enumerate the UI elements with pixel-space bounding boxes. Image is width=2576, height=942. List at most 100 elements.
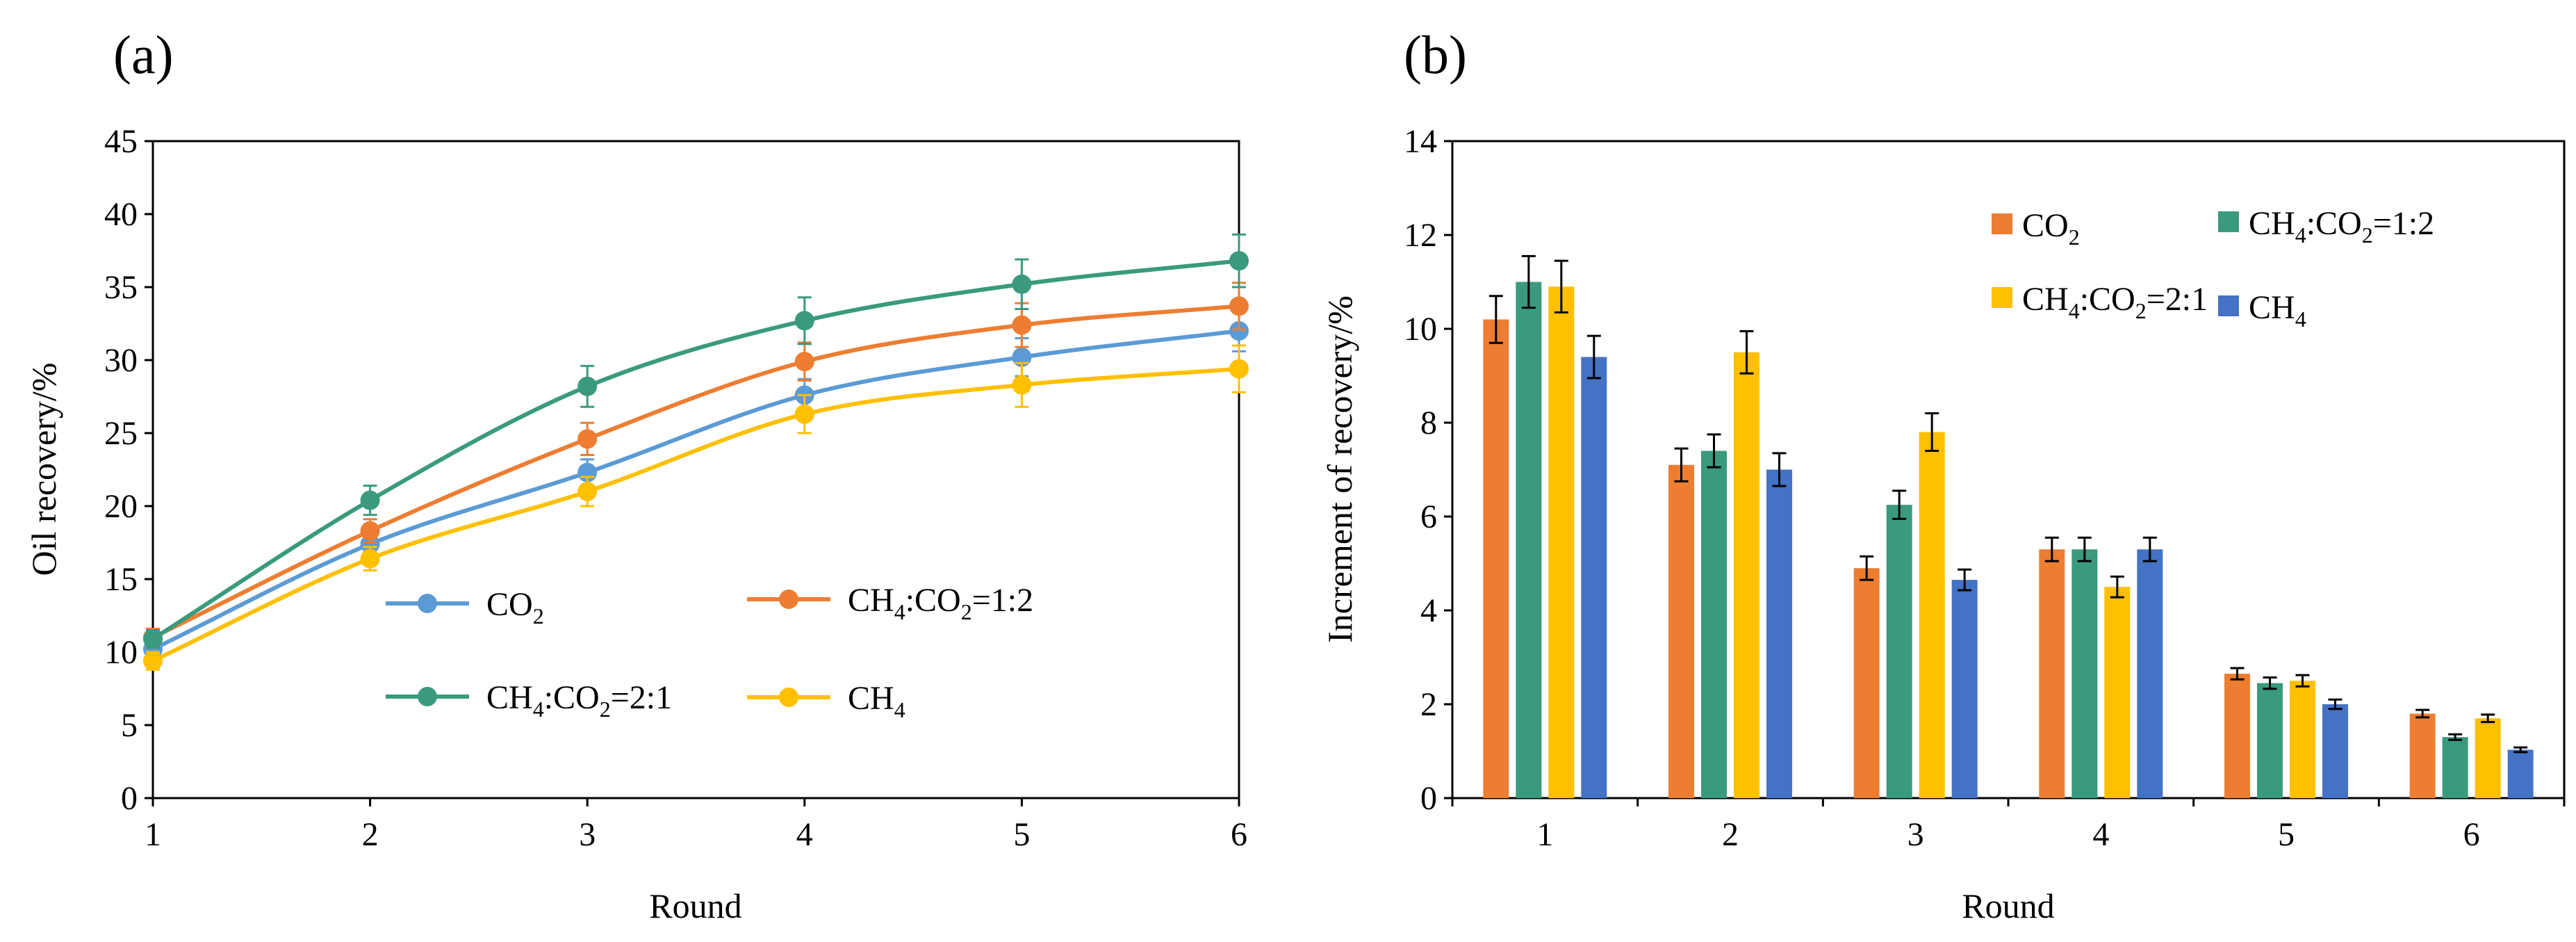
b-x-tick-label: 4 <box>2092 816 2109 853</box>
panel-b-series <box>1483 254 2534 798</box>
b-bar <box>2475 718 2501 798</box>
a-y-tick-label: 20 <box>104 488 138 525</box>
legend-a-co2-marker <box>418 594 437 613</box>
a-y-tick-label: 45 <box>104 123 138 160</box>
panel-a-x-axis-title: Round <box>649 886 741 925</box>
a-series-line <box>151 259 1240 641</box>
b-y-tick-label: 4 <box>1420 592 1437 629</box>
a-data-point <box>1229 359 1249 379</box>
legend-b-co2: CO2 <box>1992 207 2080 250</box>
legend-b-ch4-co2-1-2-swatch <box>2218 211 2239 232</box>
a-x-tick-label: 3 <box>579 816 596 853</box>
a-y-tick-label: 5 <box>121 707 138 744</box>
a-y-tick-label: 35 <box>104 269 138 306</box>
panel-b-y-axis-title: Increment of recovery/% <box>1320 295 1359 643</box>
a-data-point <box>1012 375 1032 395</box>
a-data-point <box>143 651 163 671</box>
a-data-point <box>577 482 598 501</box>
a-y-tick-label: 10 <box>104 634 138 671</box>
a-y-tick-label: 0 <box>121 780 138 817</box>
a-data-point <box>360 521 380 541</box>
a-data-point <box>1229 321 1249 341</box>
a-x-tick-label: 2 <box>362 816 379 853</box>
b-bar <box>1951 580 1978 798</box>
a-series-ch4-co2-1-2 <box>143 282 1249 648</box>
b-bar <box>2104 587 2131 798</box>
panel-a-plot-area <box>151 140 1240 799</box>
a-series-co2 <box>143 309 1249 659</box>
a-data-point <box>794 311 814 331</box>
b-y-tick-label: 14 <box>1404 123 1437 160</box>
a-data-point <box>1229 296 1249 316</box>
legend-b-ch4: CH4 <box>2218 289 2306 332</box>
a-x-tick-label: 1 <box>145 816 161 853</box>
a-data-point <box>360 549 380 569</box>
b-bar <box>1853 568 1880 798</box>
b-bar <box>2137 549 2163 798</box>
b-bar <box>1548 286 1575 798</box>
b-bar <box>2072 549 2098 798</box>
b-bar <box>2290 681 2315 798</box>
b-series-ch4-co2-1-2 <box>1516 254 2468 798</box>
b-bar <box>2039 549 2065 798</box>
a-data-point <box>577 429 598 449</box>
b-series-co2 <box>1483 295 2436 798</box>
b-bar <box>2442 737 2468 798</box>
a-data-point <box>794 404 814 424</box>
b-bar <box>2507 749 2534 798</box>
legend-a-ch4-co2-2-1-marker <box>418 687 437 706</box>
legend-b-co2-swatch <box>1992 213 2012 234</box>
a-data-point <box>1012 315 1032 335</box>
legend-a-co2-label: CO2 <box>486 586 544 628</box>
a-data-point <box>794 352 814 372</box>
panel-a-legend: CO2 CH4:CO2=1:2 CH4:CO2=2:1 CH4 <box>386 582 1033 722</box>
b-y-tick-label: 0 <box>1420 780 1437 817</box>
b-series-ch4 <box>1581 334 2534 798</box>
b-x-tick-label: 5 <box>2278 816 2295 853</box>
legend-b-ch4-co2-2-1-swatch <box>1992 287 2012 308</box>
a-series-line <box>151 329 1240 651</box>
a-y-tick-label: 25 <box>104 415 138 452</box>
a-data-point <box>1229 251 1249 271</box>
b-bar <box>1919 432 1945 798</box>
legend-a-ch4-co2-1-2: CH4:CO2=1:2 <box>747 582 1033 624</box>
b-bar <box>1668 464 1694 798</box>
a-series-ch4 <box>143 344 1249 671</box>
legend-b-ch4-swatch <box>2218 295 2239 316</box>
a-data-point <box>143 629 163 649</box>
b-x-tick-label: 6 <box>2463 816 2480 853</box>
legend-b-ch4-co2-1-2: CH4:CO2=1:2 <box>2218 205 2434 247</box>
a-data-point <box>577 376 598 396</box>
b-y-tick-label: 8 <box>1420 405 1437 441</box>
legend-b-ch4-label: CH4 <box>2249 289 2306 332</box>
b-x-tick-label: 3 <box>1908 816 1924 853</box>
legend-a-ch4-co2-2-1-label: CH4:CO2=2:1 <box>486 679 672 722</box>
panel-b-y-axis-ticks: 0 2 4 6 8 10 12 14 <box>1404 123 1452 817</box>
legend-a-ch4: CH4 <box>747 680 905 722</box>
b-bar <box>1581 357 1607 798</box>
a-series-ch4-co2-2-1 <box>143 233 1249 649</box>
b-bar <box>1483 319 1509 798</box>
panel-a-x-axis-ticks: 1 2 3 4 5 6 <box>145 798 1247 853</box>
b-y-tick-label: 10 <box>1404 311 1437 348</box>
b-bar <box>2257 683 2283 798</box>
legend-a-ch4-co2-1-2-marker <box>779 590 798 609</box>
b-series-ch4-co2-2-1 <box>1548 259 2501 798</box>
b-y-tick-label: 2 <box>1420 686 1437 723</box>
panel-b-x-axis-ticks: 1 2 3 4 5 6 <box>1451 798 2566 853</box>
a-data-point <box>360 490 380 510</box>
b-bar <box>1766 469 1792 798</box>
legend-b-ch4-co2-1-2-label: CH4:CO2=1:2 <box>2249 205 2434 247</box>
b-bar <box>1516 282 1542 798</box>
legend-b-ch4-co2-2-1-label: CH4:CO2=2:1 <box>2022 281 2208 323</box>
b-bar <box>2224 674 2250 798</box>
b-x-tick-label: 1 <box>1536 816 1553 853</box>
a-series-line <box>151 366 1240 663</box>
legend-a-ch4-marker <box>779 688 798 707</box>
panel-b-label: (b) <box>1404 24 1467 85</box>
panel-b-x-axis-title: Round <box>1962 886 2054 925</box>
panel-a-series <box>143 233 1249 671</box>
panel-a-label: (a) <box>113 24 174 85</box>
legend-a-ch4-label: CH4 <box>848 680 905 722</box>
